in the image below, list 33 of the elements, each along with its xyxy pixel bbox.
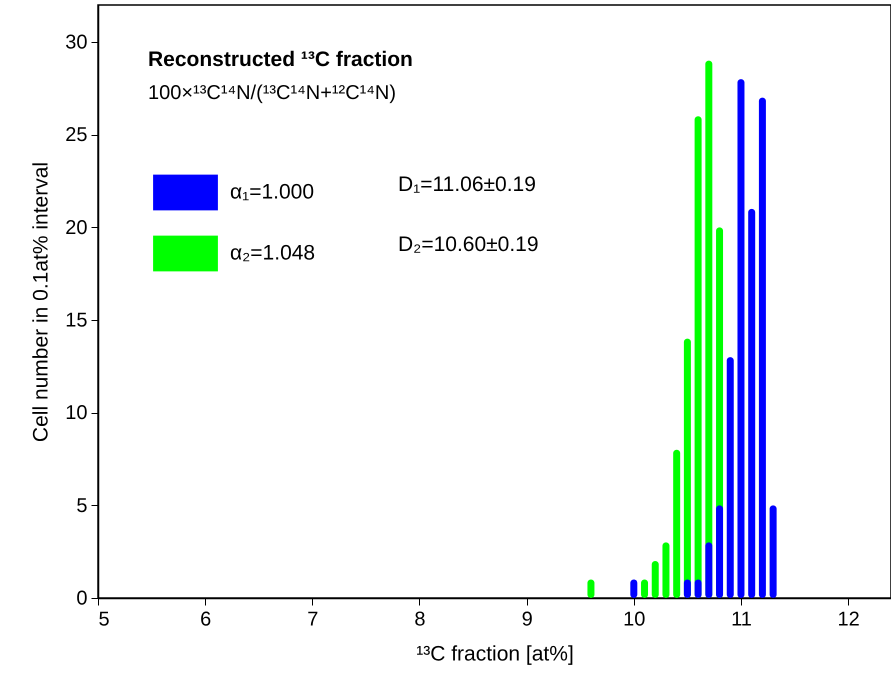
bar: [662, 542, 670, 598]
y-tick-label: 15: [65, 310, 88, 332]
legend-label: α₁=1.000: [230, 180, 314, 204]
bar: [758, 98, 766, 598]
x-tick-label: 12: [838, 608, 860, 630]
x-tick-label: 8: [414, 608, 426, 630]
x-axis-title: ¹³C fraction [at%]: [416, 642, 574, 666]
annotation: D₂=10.60±0.19: [398, 233, 539, 256]
bar: [748, 208, 756, 598]
bar: [652, 560, 659, 598]
annotation: D₁=11.06±0.19: [398, 173, 536, 196]
bar: [673, 450, 680, 598]
y-tick-label: 20: [65, 216, 88, 239]
y-tick-label: 10: [65, 402, 88, 424]
legend-label: α₂=1.048: [230, 242, 316, 264]
x-tick-label: 5: [98, 608, 110, 630]
bar: [716, 505, 724, 598]
x-tick-label: 9: [522, 608, 533, 630]
x-tick-label: 6: [200, 608, 212, 630]
y-tick-label: 30: [65, 32, 88, 54]
y-tick-label: 5: [76, 494, 88, 517]
text: Reconstructed ¹³C fraction: [148, 48, 413, 71]
bar: [705, 542, 712, 598]
bar: [737, 79, 744, 598]
text: 100×¹³C¹⁴N/(¹³C¹⁴N+¹²C¹⁴N): [148, 82, 396, 104]
x-tick-label: 7: [307, 608, 318, 630]
x-tick-label: 11: [731, 608, 752, 630]
y-tick-label: 25: [65, 124, 88, 146]
y-axis-title: Cell number in 0.1at% interval: [29, 162, 52, 442]
bar: [726, 357, 734, 598]
x-tick-label: 10: [623, 608, 646, 630]
bar: [770, 505, 777, 598]
y-tick-label: 0: [76, 588, 88, 610]
